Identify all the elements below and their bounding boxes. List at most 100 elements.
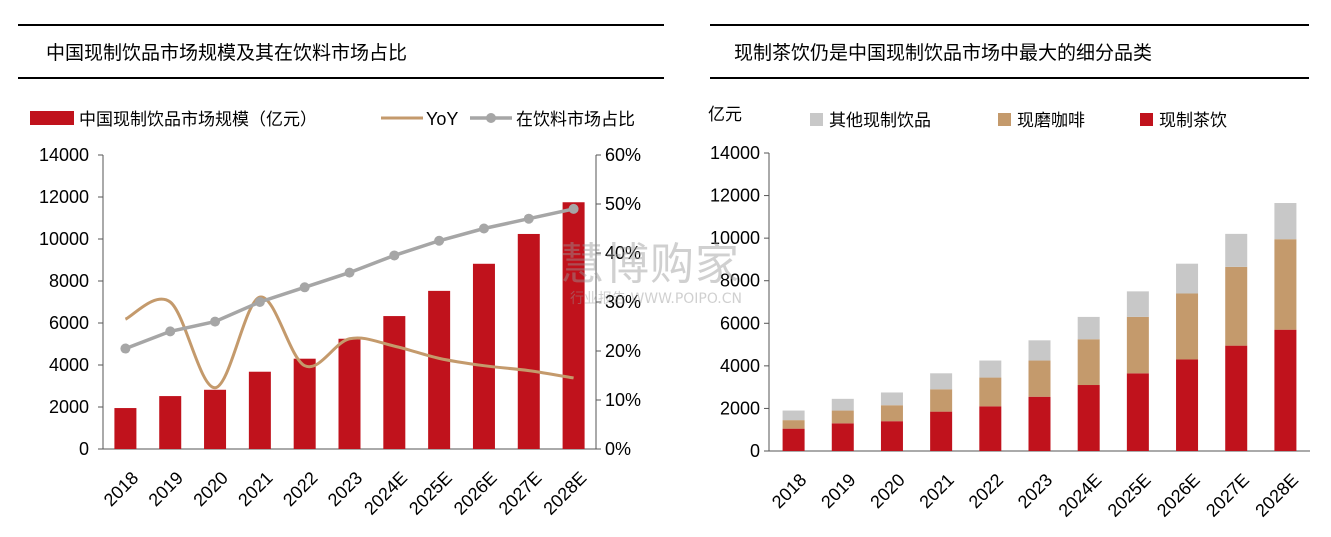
y2-tick-label: 50% — [605, 194, 641, 214]
title-top-rule — [18, 24, 664, 26]
x-tick-label: 2027E — [1202, 470, 1253, 521]
legend-label-yoy: YoY — [426, 109, 458, 129]
share-point — [478, 223, 489, 234]
bar — [159, 396, 182, 449]
bar-other — [1176, 263, 1199, 294]
bar — [248, 371, 271, 449]
share-line — [124, 207, 574, 351]
x-tick-label: 2024E — [1055, 470, 1106, 521]
bar-other — [880, 392, 903, 406]
share-point — [299, 282, 310, 293]
bar-other — [831, 398, 854, 411]
y2-tick-label: 40% — [605, 243, 641, 263]
legend-label-coffee: 现磨咖啡 — [1017, 111, 1085, 131]
y-tick-label: 14000 — [39, 145, 89, 165]
legend-marker-share — [486, 113, 496, 123]
bar-coffee — [880, 405, 903, 422]
share-point — [165, 326, 176, 337]
y-tick-label: 14000 — [710, 143, 760, 163]
x-tick-label: 2022 — [965, 470, 1007, 512]
bar-coffee — [1176, 293, 1199, 360]
bar-tea — [1028, 396, 1051, 451]
bar-tea — [1274, 329, 1297, 451]
legend-swatch-other — [810, 113, 823, 126]
y-tick-label: 10000 — [39, 229, 89, 249]
y-tick-label: 0 — [750, 441, 760, 461]
legend-label-market-size: 中国现制饮品市场规模（亿元） — [79, 110, 317, 130]
bar — [472, 263, 495, 449]
legend-label-tea: 现制茶饮 — [1159, 111, 1227, 131]
y-tick-label: 4000 — [49, 355, 89, 375]
x-tick-label: 2018 — [100, 468, 142, 510]
bar — [562, 202, 585, 449]
right-chart-panel: 现制茶饮仍是中国现制饮品市场中最大的细分品类 亿元 0 2000 4000 6000 80… — [700, 0, 1331, 537]
y-tick-label: 10000 — [710, 228, 760, 248]
bar-other — [930, 373, 953, 390]
x-tick-label: 2019 — [145, 468, 187, 510]
bar — [204, 389, 227, 449]
title-bottom-rule — [18, 77, 664, 79]
y2-tick-label: 30% — [605, 292, 641, 312]
bar-tea — [1126, 373, 1149, 451]
legend-label-share: 在饮料市场占比 — [516, 110, 635, 130]
right-chart-title: 现制茶饮仍是中国现制饮品市场中最大的细分品类 — [734, 42, 1153, 64]
x-tick-label: 2027E — [495, 468, 546, 519]
x-tick-label: 2028E — [1251, 470, 1302, 521]
y-tick-label: 2000 — [49, 397, 89, 417]
bar-coffee — [1225, 266, 1248, 346]
x-tick-label: 2019 — [817, 470, 859, 512]
bar-other — [1126, 291, 1149, 317]
bar-other — [1274, 203, 1297, 240]
x-tick-label: 2028E — [539, 468, 590, 519]
y-tick-label: 0 — [79, 439, 89, 459]
x-tick-label: 2020 — [189, 468, 231, 510]
bar-coffee — [979, 377, 1002, 407]
bar-tea — [831, 423, 854, 451]
bar-other — [979, 360, 1002, 378]
x-tick-label: 2021 — [916, 470, 958, 512]
y-tick-label: 8000 — [49, 271, 89, 291]
bar — [517, 233, 540, 449]
x-tick-label: 2021 — [234, 468, 276, 510]
x-tick-label: 2025E — [405, 468, 456, 519]
bar-tea — [979, 406, 1002, 451]
share-point — [434, 235, 445, 246]
x-tick-label: 2018 — [768, 470, 810, 512]
y-tick-label: 6000 — [49, 313, 89, 333]
bar-other — [1077, 316, 1100, 340]
y2-tick-label: 10% — [605, 390, 641, 410]
legend-swatch-market-size — [30, 111, 74, 125]
y-axis-unit: 亿元 — [708, 105, 742, 125]
y-tick-label: 8000 — [720, 271, 760, 291]
y-tick-label: 2000 — [720, 398, 760, 418]
x-tick-label: 2025E — [1104, 470, 1155, 521]
share-point — [254, 297, 265, 307]
bar-coffee — [831, 410, 854, 424]
y2-tick-label: 60% — [605, 145, 641, 165]
y-tick-label: 12000 — [710, 186, 760, 206]
legend-swatch-coffee — [998, 113, 1011, 126]
title-top-rule — [710, 24, 1309, 26]
bar-tea — [1225, 345, 1248, 451]
bar-coffee — [930, 389, 953, 412]
bar-tea — [930, 411, 953, 451]
bar — [293, 358, 316, 449]
y-tick-label: 4000 — [720, 356, 760, 376]
bar-coffee — [782, 420, 805, 429]
bar-coffee — [1077, 339, 1100, 386]
share-point — [344, 267, 355, 278]
y-tick-label: 6000 — [720, 313, 760, 333]
bar — [428, 290, 451, 449]
bar — [383, 316, 406, 449]
left-chart-panel: 中国现制饮品市场规模及其在饮料市场占比 0 2000 4000 6000 8000 100… — [18, 24, 664, 519]
bar-coffee — [1274, 239, 1297, 330]
share-point — [120, 343, 131, 354]
x-tick-label: 2026E — [1153, 470, 1204, 521]
bar-tea — [1176, 359, 1199, 451]
y-tick-label: 12000 — [39, 187, 89, 207]
bar-tea — [1077, 385, 1100, 451]
yoy-line — [124, 295, 574, 390]
bar-other — [1225, 233, 1248, 267]
bar — [338, 338, 361, 449]
